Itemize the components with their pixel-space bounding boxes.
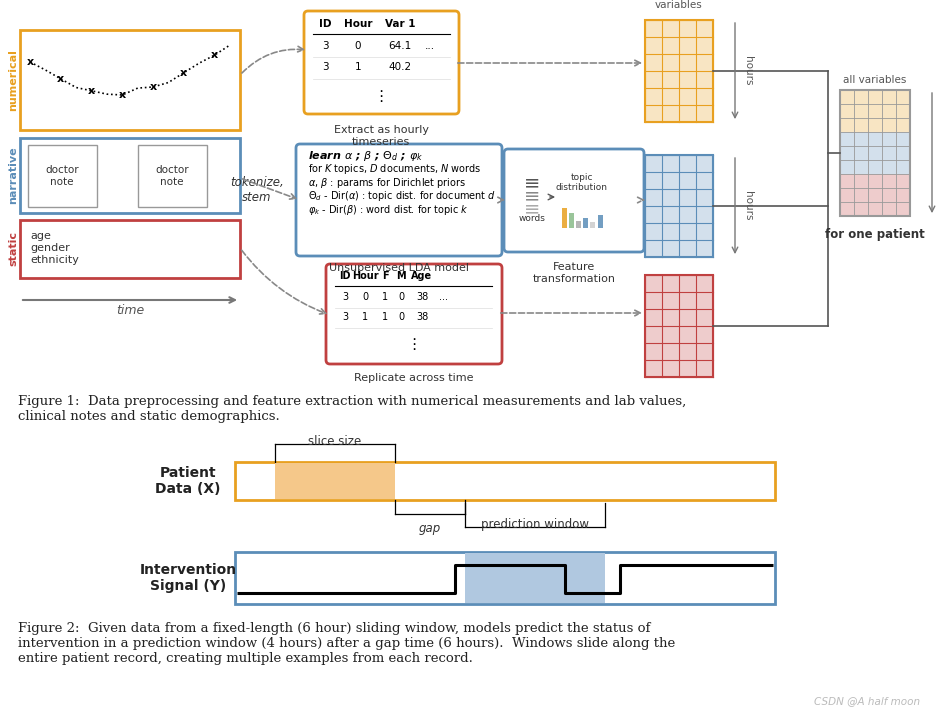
FancyBboxPatch shape — [296, 144, 502, 256]
Text: 0: 0 — [398, 312, 404, 322]
Bar — [840, 174, 910, 216]
Text: $\Theta_d$ - Dir($\alpha$) : topic dist. for document $d$: $\Theta_d$ - Dir($\alpha$) : topic dist.… — [308, 189, 496, 203]
Text: ...: ... — [425, 41, 435, 51]
Text: 1: 1 — [382, 292, 388, 302]
Text: Intervention
Signal (Y): Intervention Signal (Y) — [139, 563, 237, 593]
Text: x: x — [212, 50, 218, 60]
Bar — [569, 212, 573, 228]
Text: 40.2: 40.2 — [388, 62, 412, 72]
Text: 1: 1 — [354, 62, 361, 72]
Text: Extract as hourly
timeseries: Extract as hourly timeseries — [334, 125, 429, 147]
Text: CSDN @A half moon: CSDN @A half moon — [814, 696, 920, 706]
FancyBboxPatch shape — [20, 30, 240, 130]
Bar — [840, 90, 910, 216]
Text: Figure 1:  Data preprocessing and feature extraction with numerical measurements: Figure 1: Data preprocessing and feature… — [18, 395, 686, 423]
Text: 64.1: 64.1 — [388, 41, 412, 51]
Text: Figure 2:  Given data from a fixed-length (6 hour) sliding window, models predic: Figure 2: Given data from a fixed-length… — [18, 622, 675, 665]
Bar — [645, 275, 713, 377]
Text: x: x — [118, 90, 126, 100]
Text: x: x — [57, 74, 64, 84]
Text: ≡: ≡ — [524, 173, 540, 193]
Bar — [645, 155, 713, 257]
FancyBboxPatch shape — [304, 11, 459, 114]
Text: slice size: slice size — [308, 435, 362, 448]
Text: ⋮: ⋮ — [373, 88, 388, 103]
Text: ID: ID — [319, 19, 331, 29]
FancyBboxPatch shape — [326, 264, 502, 364]
Text: Replicate across time: Replicate across time — [354, 373, 474, 383]
Text: x: x — [88, 86, 95, 96]
Text: Feature
transformation: Feature transformation — [532, 262, 616, 284]
Text: 38: 38 — [415, 312, 428, 322]
Text: 38: 38 — [415, 292, 428, 302]
Bar — [235, 552, 775, 604]
Text: ≡: ≡ — [524, 187, 540, 205]
Text: ≡: ≡ — [524, 200, 540, 218]
Text: x: x — [180, 68, 187, 78]
Text: variables: variables — [655, 0, 703, 10]
Text: hours: hours — [743, 56, 753, 86]
Text: 0: 0 — [354, 41, 361, 51]
FancyBboxPatch shape — [20, 138, 240, 213]
Text: 1: 1 — [382, 312, 388, 322]
Text: Patient
Data (X): Patient Data (X) — [155, 466, 221, 496]
FancyBboxPatch shape — [20, 220, 240, 278]
Text: numerical: numerical — [8, 49, 18, 111]
Text: time: time — [116, 304, 144, 317]
Text: x: x — [149, 82, 157, 92]
Bar — [840, 90, 910, 132]
Text: 0: 0 — [398, 292, 404, 302]
Text: Age: Age — [412, 271, 432, 281]
FancyBboxPatch shape — [504, 149, 644, 252]
Text: for $K$ topics, $D$ documents, $N$ words: for $K$ topics, $D$ documents, $N$ words — [308, 162, 481, 176]
Bar — [840, 132, 910, 174]
Text: $\alpha$, $\beta$ : params for Dirichlet priors: $\alpha$, $\beta$ : params for Dirichlet… — [308, 176, 466, 190]
Bar — [561, 208, 567, 228]
Text: gap: gap — [419, 522, 441, 535]
Text: 3: 3 — [342, 312, 348, 322]
Text: 0: 0 — [362, 292, 368, 302]
Text: 1: 1 — [362, 312, 368, 322]
Text: 3: 3 — [321, 41, 328, 51]
Text: learn $\alpha$ ; $\beta$ ; $\Theta_d$ ; $\varphi_k$: learn $\alpha$ ; $\beta$ ; $\Theta_d$ ; … — [308, 149, 423, 163]
Text: Hour: Hour — [344, 19, 372, 29]
Text: tokenize,
stem: tokenize, stem — [230, 176, 284, 204]
Text: doctor
note: doctor note — [155, 165, 189, 187]
Text: hours: hours — [743, 191, 753, 221]
Text: topic
distribution: topic distribution — [556, 173, 608, 193]
Text: static: static — [8, 232, 18, 267]
Text: M: M — [396, 271, 406, 281]
Bar — [465, 553, 605, 603]
Text: narrative: narrative — [8, 147, 18, 205]
Text: $\varphi_k$ - Dir($\beta$) : word dist. for topic $k$: $\varphi_k$ - Dir($\beta$) : word dist. … — [308, 203, 469, 217]
Text: F: F — [382, 271, 388, 281]
Text: words: words — [519, 214, 545, 223]
Bar — [235, 462, 775, 500]
Text: ⋮: ⋮ — [406, 337, 422, 352]
Text: ID: ID — [339, 271, 351, 281]
Text: 3: 3 — [321, 62, 328, 72]
Text: x: x — [26, 57, 34, 67]
FancyBboxPatch shape — [28, 145, 97, 207]
Text: prediction window: prediction window — [481, 518, 589, 531]
Text: Var 1: Var 1 — [384, 19, 415, 29]
Text: Unsupervised LDA model: Unsupervised LDA model — [329, 263, 469, 273]
Text: all variables: all variables — [843, 75, 907, 85]
Text: ...: ... — [438, 292, 447, 302]
Text: age
gender
ethnicity: age gender ethnicity — [30, 232, 79, 265]
Text: Hour: Hour — [352, 271, 378, 281]
Bar — [575, 221, 581, 228]
Text: for one patient: for one patient — [825, 228, 925, 241]
Bar — [598, 215, 603, 228]
Bar — [275, 463, 395, 499]
Bar — [583, 217, 588, 228]
FancyBboxPatch shape — [138, 145, 207, 207]
Bar — [645, 20, 713, 122]
Text: doctor
note: doctor note — [45, 165, 79, 187]
Bar — [589, 222, 594, 228]
Text: 3: 3 — [342, 292, 348, 302]
